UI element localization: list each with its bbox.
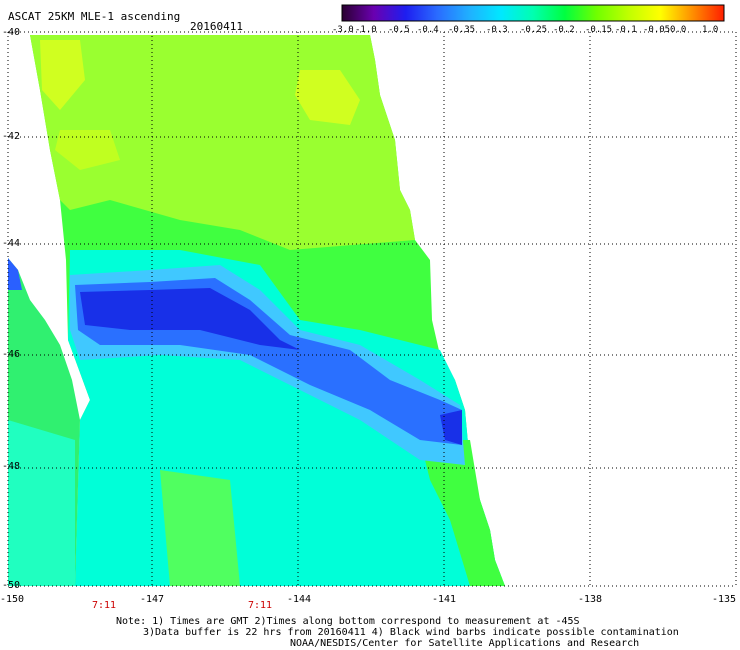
time-label: 7:11 bbox=[92, 600, 117, 611]
swath-green-lower-patch bbox=[420, 440, 505, 586]
swath-deep-blue-tip bbox=[440, 410, 462, 445]
lat-label: -42 bbox=[2, 131, 21, 142]
swath-yellow-patch-1 bbox=[295, 70, 360, 125]
color-bar-label: -0.2 bbox=[553, 25, 575, 35]
color-bar-label: -0.15 bbox=[585, 25, 613, 35]
lat-label: -44 bbox=[2, 238, 21, 249]
time-label: 7:11 bbox=[248, 600, 273, 611]
lat-lon-grid bbox=[7, 31, 737, 587]
color-bar-label: -0.4 bbox=[417, 25, 439, 35]
swath-green-left-patch bbox=[160, 470, 240, 586]
color-bar-label: -1.0 bbox=[355, 25, 377, 35]
lon-label: -141 bbox=[432, 594, 457, 605]
note-line-2: 3)Data buffer is 22 hrs from 20160411 4)… bbox=[143, 627, 679, 638]
lat-label: -40 bbox=[2, 27, 21, 38]
swath-west-cyan bbox=[8, 420, 75, 586]
color-bar-label: -0.5 bbox=[388, 25, 410, 35]
note-line-3: NOAA/NESDIS/Center for Satellite Applica… bbox=[290, 638, 640, 649]
lat-label: -46 bbox=[2, 349, 21, 360]
color-bar-gradient bbox=[341, 4, 725, 22]
color-bar-label: 0.0 bbox=[670, 25, 687, 35]
lon-label: -150 bbox=[0, 594, 25, 605]
swath-yellow-patch-3 bbox=[55, 130, 120, 170]
lon-label: -144 bbox=[287, 594, 312, 605]
color-bar bbox=[341, 4, 725, 22]
swath-yellow-patch-2 bbox=[40, 40, 85, 110]
color-bar-label: -0.3 bbox=[486, 25, 508, 35]
lon-label: -135 bbox=[712, 594, 737, 605]
map-title: ASCAT 25KM MLE-1 ascending bbox=[8, 10, 181, 23]
lon-label: -147 bbox=[140, 594, 165, 605]
color-bar-label: -3.0 bbox=[332, 25, 354, 35]
lat-label: -48 bbox=[2, 461, 21, 472]
wind-swath bbox=[8, 35, 505, 586]
color-bar-label: -0.05 bbox=[643, 25, 671, 35]
color-bar-label: 1.0 bbox=[702, 25, 719, 35]
swath-deep-blue-core bbox=[80, 288, 300, 350]
lon-label: -138 bbox=[578, 594, 603, 605]
note-line-1: Note: 1) Times are GMT 2)Times along bot… bbox=[116, 616, 580, 627]
color-bar-label: -0.35 bbox=[448, 25, 476, 35]
lat-label: -50 bbox=[2, 580, 21, 591]
map-date: 20160411 bbox=[190, 20, 243, 33]
color-bar-label: -0.1 bbox=[615, 25, 637, 35]
swath-west-blue bbox=[8, 258, 22, 290]
color-bar-label: -0.25 bbox=[520, 25, 548, 35]
